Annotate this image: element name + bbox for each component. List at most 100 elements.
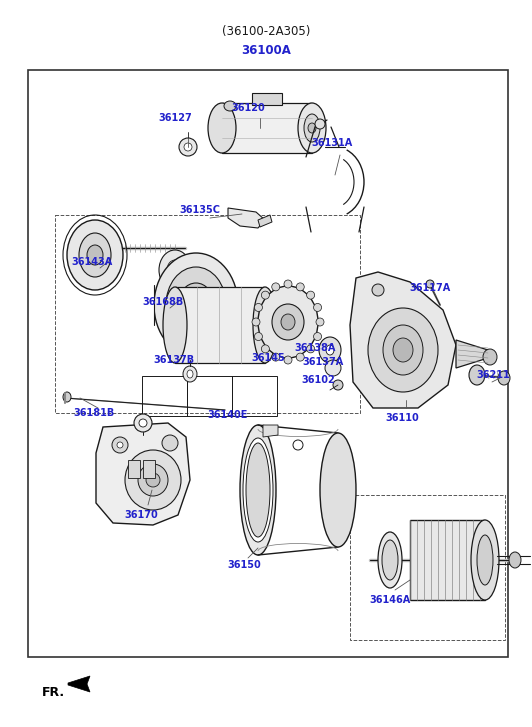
Polygon shape	[228, 208, 265, 228]
Text: 36181B: 36181B	[73, 408, 114, 418]
Text: 36110: 36110	[385, 413, 419, 423]
Bar	[350, 495, 505, 640]
Bar	[222, 103, 312, 153]
Ellipse shape	[184, 143, 192, 151]
Ellipse shape	[426, 280, 434, 288]
Ellipse shape	[393, 338, 413, 362]
Ellipse shape	[471, 520, 499, 600]
Text: 36168B: 36168B	[143, 297, 184, 307]
Text: 36145: 36145	[251, 353, 285, 363]
Text: 36170: 36170	[124, 510, 158, 520]
Text: 36131A: 36131A	[311, 138, 353, 148]
Ellipse shape	[254, 332, 262, 340]
Ellipse shape	[187, 370, 193, 378]
Ellipse shape	[261, 291, 269, 299]
Text: 36120: 36120	[231, 103, 265, 113]
Ellipse shape	[166, 267, 226, 343]
Ellipse shape	[125, 450, 181, 510]
Ellipse shape	[252, 318, 260, 326]
Ellipse shape	[146, 473, 160, 487]
Ellipse shape	[382, 540, 398, 580]
Ellipse shape	[258, 286, 318, 358]
Ellipse shape	[372, 284, 384, 296]
Ellipse shape	[293, 440, 303, 450]
Text: 36137B: 36137B	[153, 355, 195, 365]
Text: 36146A: 36146A	[369, 595, 411, 605]
Ellipse shape	[498, 371, 510, 385]
Ellipse shape	[315, 119, 325, 129]
Bar	[128, 460, 140, 478]
Ellipse shape	[188, 295, 204, 315]
Ellipse shape	[284, 356, 292, 364]
Ellipse shape	[306, 345, 314, 353]
Ellipse shape	[313, 303, 321, 311]
Polygon shape	[68, 676, 90, 692]
Ellipse shape	[154, 253, 238, 357]
Ellipse shape	[304, 114, 320, 142]
Bar	[187, 376, 232, 416]
Ellipse shape	[162, 435, 178, 451]
Ellipse shape	[63, 392, 71, 402]
Polygon shape	[96, 423, 190, 525]
Ellipse shape	[163, 287, 187, 363]
Ellipse shape	[320, 433, 356, 547]
Ellipse shape	[378, 532, 402, 588]
Ellipse shape	[483, 349, 497, 365]
Ellipse shape	[316, 318, 324, 326]
Ellipse shape	[313, 332, 321, 340]
Ellipse shape	[87, 245, 103, 265]
Text: 36100A: 36100A	[241, 44, 291, 57]
Ellipse shape	[368, 308, 438, 392]
Bar	[252, 93, 282, 105]
Ellipse shape	[325, 360, 341, 376]
Ellipse shape	[272, 304, 304, 340]
Text: 36137A: 36137A	[302, 357, 344, 367]
Text: 36102: 36102	[301, 375, 335, 385]
Ellipse shape	[333, 380, 343, 390]
Ellipse shape	[112, 437, 128, 453]
Ellipse shape	[208, 103, 236, 153]
Ellipse shape	[67, 220, 123, 290]
Ellipse shape	[246, 443, 270, 537]
Text: 36143A: 36143A	[71, 257, 113, 267]
Ellipse shape	[469, 365, 485, 385]
Text: 36211: 36211	[476, 370, 510, 380]
Polygon shape	[141, 285, 154, 325]
Bar	[143, 460, 155, 478]
Polygon shape	[263, 425, 278, 437]
Ellipse shape	[79, 233, 111, 277]
Text: 36117A: 36117A	[410, 283, 451, 293]
Ellipse shape	[284, 280, 292, 288]
Bar	[410, 520, 485, 600]
Ellipse shape	[319, 337, 341, 363]
Ellipse shape	[296, 353, 304, 361]
Polygon shape	[350, 272, 456, 408]
Ellipse shape	[134, 414, 152, 432]
Text: (36100-2A305): (36100-2A305)	[222, 25, 310, 39]
Bar	[142, 376, 187, 416]
Ellipse shape	[224, 101, 236, 111]
Polygon shape	[258, 215, 272, 227]
Text: 36150: 36150	[227, 560, 261, 570]
Ellipse shape	[298, 103, 326, 153]
Ellipse shape	[509, 552, 521, 568]
Bar	[175, 287, 265, 363]
Ellipse shape	[254, 303, 262, 311]
Ellipse shape	[178, 283, 214, 327]
Ellipse shape	[138, 464, 168, 496]
Ellipse shape	[272, 283, 280, 291]
Text: FR.: FR.	[42, 686, 65, 699]
Text: 36135C: 36135C	[179, 205, 220, 215]
Bar	[28, 70, 508, 657]
Polygon shape	[456, 340, 493, 368]
Text: 36140E: 36140E	[208, 410, 248, 420]
Ellipse shape	[179, 138, 197, 156]
Ellipse shape	[117, 442, 123, 448]
Ellipse shape	[477, 535, 493, 585]
Ellipse shape	[167, 260, 183, 280]
Ellipse shape	[383, 325, 423, 375]
Bar	[55, 215, 360, 413]
Ellipse shape	[326, 345, 334, 355]
Ellipse shape	[183, 366, 197, 382]
Text: 36127: 36127	[158, 113, 192, 123]
